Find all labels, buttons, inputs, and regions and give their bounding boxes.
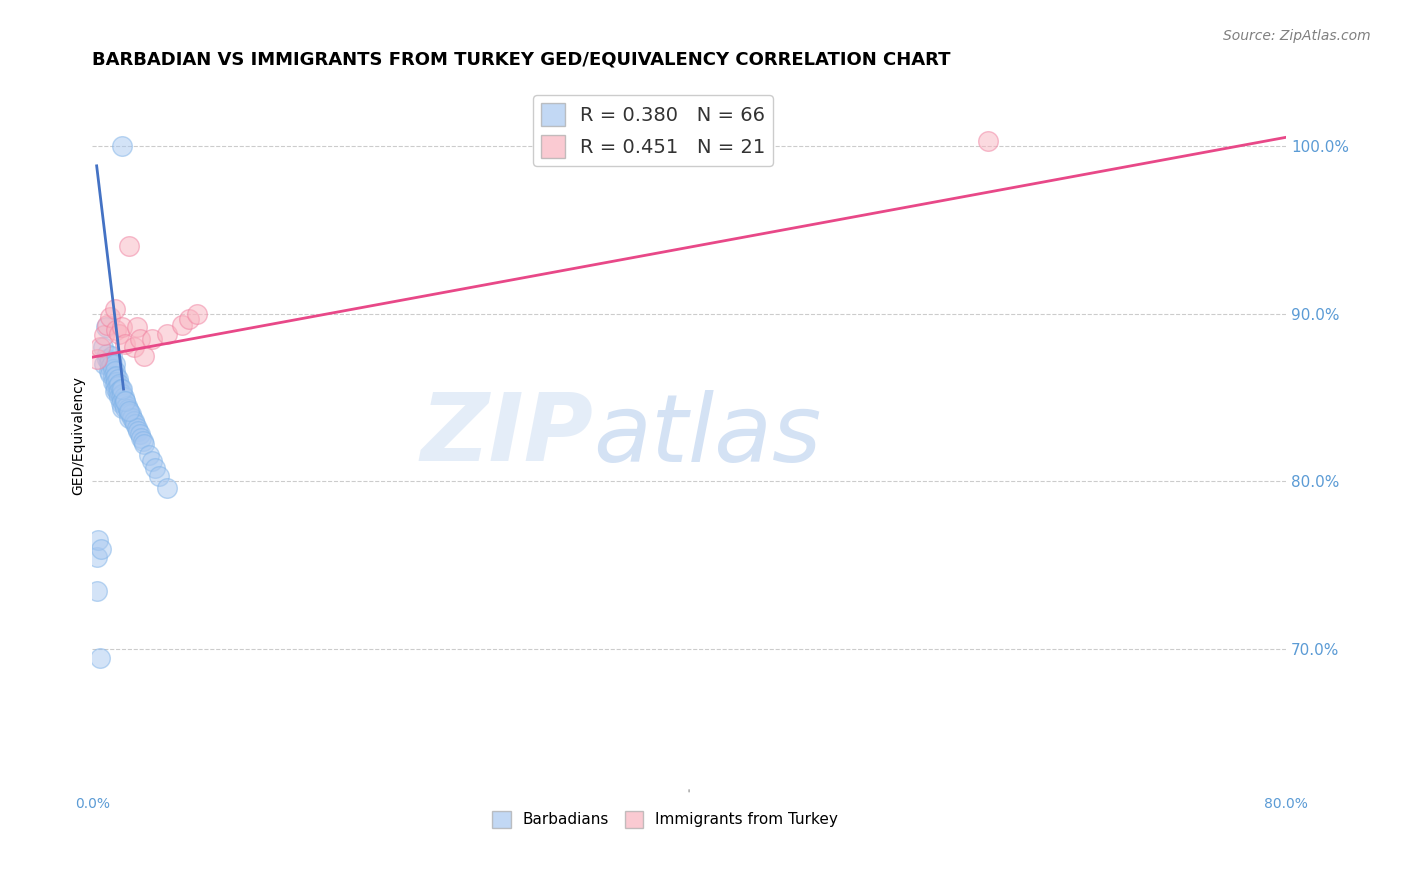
Point — [138, 448, 160, 462]
Point — [86, 351, 108, 366]
Point — [148, 469, 170, 483]
Point — [101, 368, 124, 383]
Point — [111, 401, 134, 415]
Point — [108, 391, 131, 405]
Point — [101, 362, 124, 376]
Point — [105, 323, 128, 337]
Point — [105, 376, 128, 390]
Point — [93, 328, 115, 343]
Point — [127, 424, 149, 438]
Point — [118, 404, 141, 418]
Point — [105, 382, 128, 396]
Point — [114, 336, 136, 351]
Point — [134, 349, 156, 363]
Y-axis label: GED/Equivalency: GED/Equivalency — [72, 376, 86, 495]
Point — [112, 397, 135, 411]
Text: ZIP: ZIP — [420, 389, 593, 482]
Text: atlas: atlas — [593, 390, 823, 481]
Text: BARBADIAN VS IMMIGRANTS FROM TURKEY GED/EQUIVALENCY CORRELATION CHART: BARBADIAN VS IMMIGRANTS FROM TURKEY GED/… — [93, 51, 950, 69]
Point — [107, 385, 129, 400]
Point — [117, 402, 139, 417]
Point — [118, 410, 141, 425]
Point — [87, 533, 110, 548]
Point — [114, 401, 136, 415]
Point — [976, 134, 998, 148]
Point — [129, 332, 152, 346]
Point — [111, 387, 134, 401]
Point — [131, 431, 153, 445]
Point — [94, 320, 117, 334]
Point — [143, 461, 166, 475]
Point — [122, 414, 145, 428]
Point — [179, 311, 201, 326]
Point — [108, 326, 131, 341]
Legend: Barbadians, Immigrants from Turkey: Barbadians, Immigrants from Turkey — [486, 805, 844, 834]
Point — [121, 410, 143, 425]
Point — [115, 399, 138, 413]
Point — [100, 349, 122, 363]
Point — [98, 360, 121, 375]
Point — [103, 364, 125, 378]
Point — [110, 389, 132, 403]
Point — [103, 357, 125, 371]
Point — [132, 434, 155, 449]
Point — [129, 427, 152, 442]
Point — [101, 376, 124, 390]
Point — [111, 138, 134, 153]
Point — [103, 384, 125, 398]
Point — [89, 650, 111, 665]
Point — [91, 340, 114, 354]
Point — [98, 353, 121, 368]
Point — [96, 318, 118, 333]
Point — [111, 382, 134, 396]
Point — [86, 549, 108, 564]
Point — [118, 406, 141, 420]
Point — [103, 301, 125, 316]
Point — [111, 393, 134, 408]
Point — [156, 481, 179, 495]
Point — [114, 393, 136, 408]
Point — [141, 454, 163, 468]
Point — [98, 367, 121, 381]
Point — [120, 407, 142, 421]
Point — [107, 372, 129, 386]
Text: Source: ZipAtlas.com: Source: ZipAtlas.com — [1223, 29, 1371, 43]
Point — [96, 351, 118, 366]
Point — [108, 384, 131, 398]
Point — [110, 382, 132, 396]
Point — [86, 583, 108, 598]
Point — [156, 326, 179, 341]
Point — [108, 377, 131, 392]
Point — [170, 318, 193, 333]
Point — [100, 357, 122, 371]
Point — [118, 239, 141, 253]
Point — [125, 420, 148, 434]
Point — [97, 355, 120, 369]
Point — [186, 307, 208, 321]
Point — [103, 370, 125, 384]
Point — [97, 364, 120, 378]
Point — [112, 391, 135, 405]
Point — [122, 340, 145, 354]
Point — [93, 357, 115, 371]
Point — [134, 437, 156, 451]
Point — [103, 377, 125, 392]
Point — [124, 417, 146, 432]
Point — [111, 320, 134, 334]
Point — [141, 332, 163, 346]
Point — [105, 368, 128, 383]
Point — [110, 395, 132, 409]
Point — [107, 378, 129, 392]
Point — [89, 340, 111, 354]
Point — [98, 310, 121, 324]
Point — [96, 347, 118, 361]
Point — [114, 393, 136, 408]
Point — [125, 320, 148, 334]
Point — [90, 541, 112, 556]
